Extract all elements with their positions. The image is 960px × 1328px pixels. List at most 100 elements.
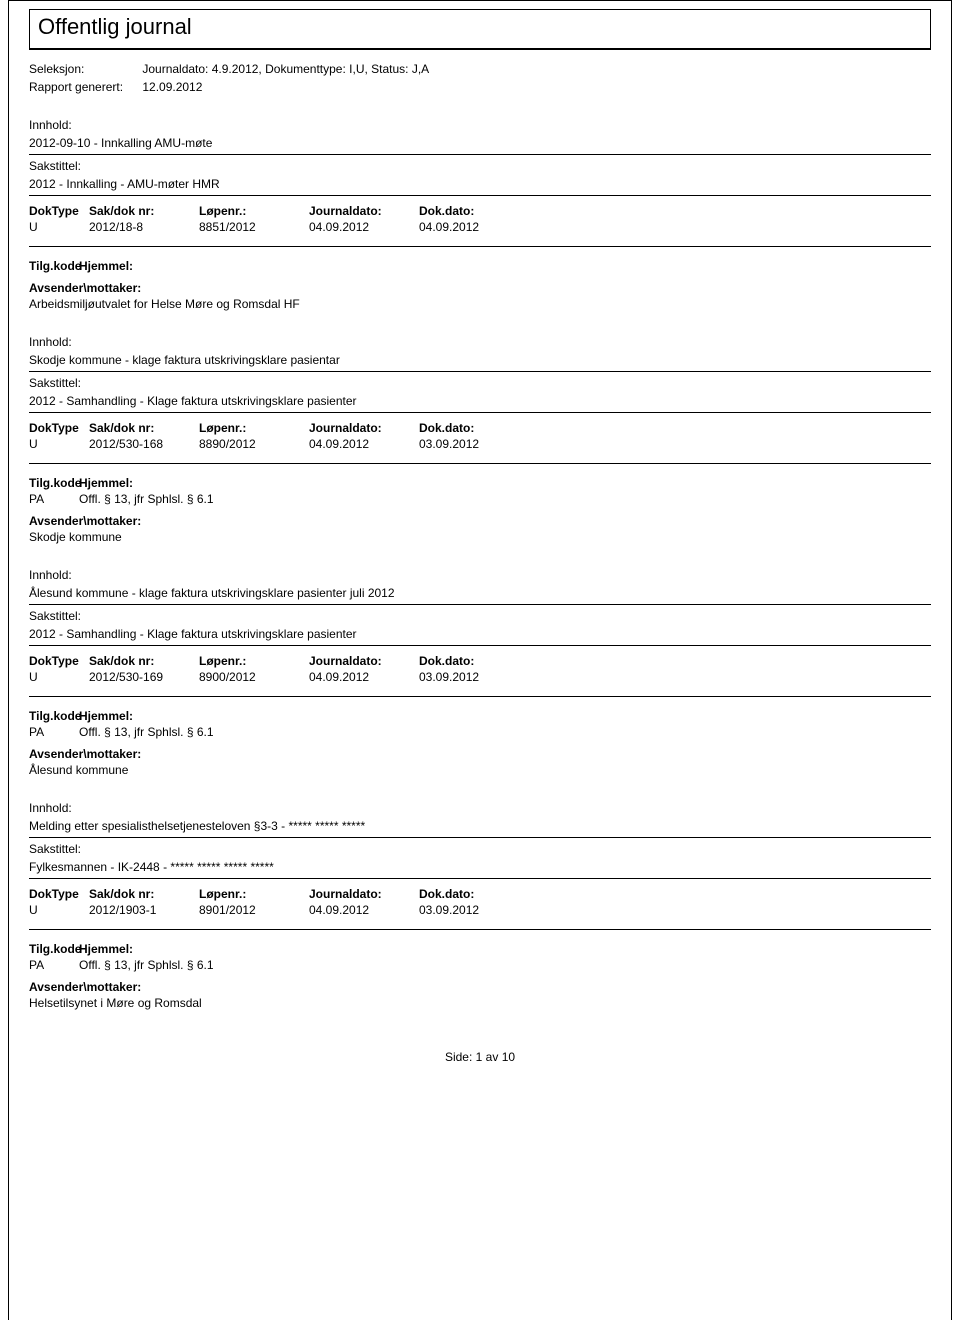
innhold-label: Innhold: bbox=[29, 801, 931, 815]
dokdato-value: 03.09.2012 bbox=[419, 903, 529, 917]
col-lopenr-label: Løpenr.: bbox=[199, 204, 309, 218]
separator bbox=[29, 195, 931, 196]
col-dokdato-label: Dok.dato: bbox=[419, 887, 529, 901]
innhold-text: Skodje kommune - klage faktura utskrivin… bbox=[29, 353, 931, 367]
hjemmel-value: Offl. § 13, jfr Sphlsl. § 6.1 bbox=[79, 958, 214, 972]
hjemmel-label: Hjemmel: bbox=[79, 476, 133, 490]
tilgkode-label: Tilg.kode bbox=[29, 942, 79, 956]
tilgkode-header: Tilg.kodeHjemmel: bbox=[29, 476, 931, 490]
journaldato-value: 04.09.2012 bbox=[309, 437, 419, 451]
separator bbox=[29, 412, 931, 413]
innhold-text: 2012-09-10 - Innkalling AMU-møte bbox=[29, 136, 931, 150]
avsender-label: Avsender\mottaker: bbox=[29, 281, 931, 295]
avsender-text: Arbeidsmiljøutvalet for Helse Møre og Ro… bbox=[29, 297, 931, 311]
header-box: Offentlig journal bbox=[29, 9, 931, 50]
separator bbox=[29, 645, 931, 646]
saknr-value: 2012/530-169 bbox=[89, 670, 199, 684]
col-dokdato-label: Dok.dato: bbox=[419, 204, 529, 218]
innhold-text: Ålesund kommune - klage faktura utskrivi… bbox=[29, 586, 931, 600]
separator bbox=[29, 246, 931, 247]
doktype-value: U bbox=[29, 903, 89, 917]
sakstittel-text: 2012 - Samhandling - Klage faktura utskr… bbox=[29, 627, 931, 641]
hjemmel-label: Hjemmel: bbox=[79, 942, 133, 956]
lopenr-value: 8900/2012 bbox=[199, 670, 309, 684]
separator bbox=[29, 837, 931, 838]
separator bbox=[29, 878, 931, 879]
col-journaldato-label: Journaldato: bbox=[309, 204, 419, 218]
separator bbox=[29, 604, 931, 605]
avsender-text: Skodje kommune bbox=[29, 530, 931, 544]
table-header: DokTypeSak/dok nr:Løpenr.:Journaldato:Do… bbox=[29, 887, 931, 901]
sakstittel-label: Sakstittel: bbox=[29, 842, 931, 856]
doktype-value: U bbox=[29, 220, 89, 234]
tilgkode-value: PA bbox=[29, 492, 79, 506]
rapport-value: 12.09.2012 bbox=[142, 80, 202, 94]
page-title: Offentlig journal bbox=[38, 14, 922, 40]
table-header: DokTypeSak/dok nr:Løpenr.:Journaldato:Do… bbox=[29, 421, 931, 435]
footer-side-label: Side: bbox=[445, 1050, 472, 1064]
doktype-value: U bbox=[29, 670, 89, 684]
col-dokdato-label: Dok.dato: bbox=[419, 654, 529, 668]
tilgkode-row: PAOffl. § 13, jfr Sphlsl. § 6.1 bbox=[29, 725, 931, 739]
col-journaldato-label: Journaldato: bbox=[309, 654, 419, 668]
col-lopenr-label: Løpenr.: bbox=[199, 421, 309, 435]
separator bbox=[29, 696, 931, 697]
doktype-value: U bbox=[29, 437, 89, 451]
col-doktype-label: DokType bbox=[29, 654, 89, 668]
innhold-label: Innhold: bbox=[29, 335, 931, 349]
avsender-label: Avsender\mottaker: bbox=[29, 514, 931, 528]
journal-entry: Innhold:Ålesund kommune - klage faktura … bbox=[29, 568, 931, 777]
separator bbox=[29, 929, 931, 930]
rapport-row: Rapport generert: 12.09.2012 bbox=[29, 80, 931, 94]
sakstittel-label: Sakstittel: bbox=[29, 609, 931, 623]
journaldato-value: 04.09.2012 bbox=[309, 670, 419, 684]
tilgkode-header: Tilg.kodeHjemmel: bbox=[29, 942, 931, 956]
col-lopenr-label: Løpenr.: bbox=[199, 887, 309, 901]
col-doktype-label: DokType bbox=[29, 204, 89, 218]
innhold-label: Innhold: bbox=[29, 118, 931, 132]
avsender-text: Ålesund kommune bbox=[29, 763, 931, 777]
col-saknr-label: Sak/dok nr: bbox=[89, 654, 199, 668]
col-journaldato-label: Journaldato: bbox=[309, 421, 419, 435]
saknr-value: 2012/1903-1 bbox=[89, 903, 199, 917]
table-row: U2012/1903-18901/201204.09.201203.09.201… bbox=[29, 903, 931, 917]
lopenr-value: 8901/2012 bbox=[199, 903, 309, 917]
col-journaldato-label: Journaldato: bbox=[309, 887, 419, 901]
innhold-text: Melding etter spesialisthelsetjenestelov… bbox=[29, 819, 931, 833]
col-saknr-label: Sak/dok nr: bbox=[89, 887, 199, 901]
avsender-label: Avsender\mottaker: bbox=[29, 747, 931, 761]
saknr-value: 2012/18-8 bbox=[89, 220, 199, 234]
lopenr-value: 8851/2012 bbox=[199, 220, 309, 234]
dokdato-value: 04.09.2012 bbox=[419, 220, 529, 234]
page-container: Offentlig journal Seleksjon: Journaldato… bbox=[8, 0, 952, 1320]
separator bbox=[29, 463, 931, 464]
entries-container: Innhold: 2012-09-10 - Innkalling AMU-møte… bbox=[29, 118, 931, 1010]
table-row: U2012/530-1688890/201204.09.201203.09.20… bbox=[29, 437, 931, 451]
page-footer: Side: 1 av 10 bbox=[29, 1050, 931, 1064]
tilgkode-value: PA bbox=[29, 958, 79, 972]
col-saknr-label: Sak/dok nr: bbox=[89, 421, 199, 435]
table-header: DokTypeSak/dok nr:Løpenr.:Journaldato:Do… bbox=[29, 204, 931, 218]
footer-page: 1 bbox=[476, 1050, 483, 1064]
journaldato-value: 04.09.2012 bbox=[309, 903, 419, 917]
col-doktype-label: DokType bbox=[29, 421, 89, 435]
tilgkode-row: PAOffl. § 13, jfr Sphlsl. § 6.1 bbox=[29, 958, 931, 972]
seleksjon-value: Journaldato: 4.9.2012, Dokumenttype: I,U… bbox=[142, 62, 429, 76]
tilgkode-label: Tilg.kode bbox=[29, 259, 79, 273]
journal-entry: Innhold: Melding etter spesialisthelsetje… bbox=[29, 801, 931, 1010]
table-header: DokTypeSak/dok nr:Løpenr.:Journaldato:Do… bbox=[29, 654, 931, 668]
col-doktype-label: DokType bbox=[29, 887, 89, 901]
lopenr-value: 8890/2012 bbox=[199, 437, 309, 451]
tilgkode-header: Tilg.kodeHjemmel: bbox=[29, 259, 931, 273]
rapport-label: Rapport generert: bbox=[29, 80, 139, 94]
seleksjon-row: Seleksjon: Journaldato: 4.9.2012, Dokume… bbox=[29, 62, 931, 76]
table-row: U2012/18-88851/201204.09.201204.09.2012 bbox=[29, 220, 931, 234]
hjemmel-value: Offl. § 13, jfr Sphlsl. § 6.1 bbox=[79, 492, 214, 506]
hjemmel-value: Offl. § 13, jfr Sphlsl. § 6.1 bbox=[79, 725, 214, 739]
journal-entry: Innhold: 2012-09-10 - Innkalling AMU-møte… bbox=[29, 118, 931, 311]
col-dokdato-label: Dok.dato: bbox=[419, 421, 529, 435]
dokdato-value: 03.09.2012 bbox=[419, 437, 529, 451]
col-lopenr-label: Løpenr.: bbox=[199, 654, 309, 668]
dokdato-value: 03.09.2012 bbox=[419, 670, 529, 684]
tilgkode-value: PA bbox=[29, 725, 79, 739]
